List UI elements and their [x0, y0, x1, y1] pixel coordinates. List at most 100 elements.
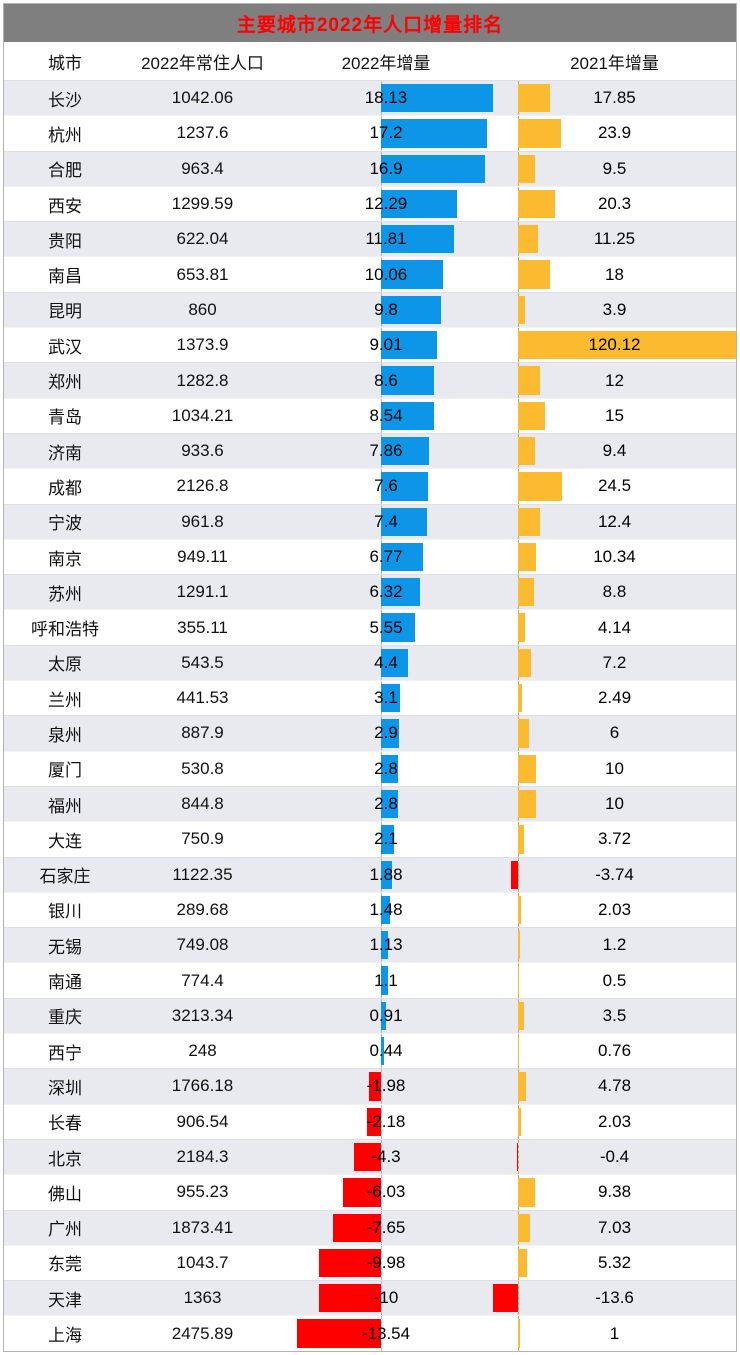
inc2021-bar [517, 1037, 520, 1066]
table-row: 合肥 963.4 16.9 9.5 [4, 150, 736, 186]
inc2022-bar-area [297, 716, 493, 751]
inc2021-value: 6 [609, 723, 620, 743]
inc2021-cell: 8.8 [493, 575, 736, 610]
population-cell: 530.8 [181, 758, 224, 778]
population-cell: 1363 [183, 1288, 222, 1308]
city-cell: 西宁 [48, 1043, 82, 1063]
inc2021-axis-line [517, 1139, 519, 1175]
inc2022-axis-line [380, 1281, 382, 1316]
inc2022-cell: -10 [279, 1281, 493, 1316]
table-row: 大连 750.9 2.1 3.72 [4, 821, 736, 857]
inc2021-cell: 7.03 [493, 1210, 736, 1245]
col-header-population-2022: 2022年常住人口 [141, 53, 264, 73]
inc2021-bar [517, 260, 551, 289]
inc2022-value: 2.8 [374, 758, 398, 778]
inc2022-bar [380, 895, 390, 925]
inc2021-cell: 17.85 [493, 81, 736, 116]
city-cell: 大连 [48, 831, 82, 851]
inc2021-axis-line [517, 857, 519, 892]
population-cell: 961.8 [181, 511, 224, 531]
inc2021-cell: 120.12 [493, 328, 736, 363]
inc2022-bar-area [297, 1104, 493, 1139]
inc2021-cell: 15 [493, 398, 736, 433]
table-row: 长春 906.54 -2.18 2.03 [4, 1103, 736, 1139]
inc2021-value: 9.38 [597, 1182, 632, 1202]
inc2021-value: 17.85 [593, 88, 636, 108]
inc2022-bar-area [297, 892, 493, 928]
city-cell: 杭州 [48, 125, 82, 145]
inc2022-bar-area [297, 504, 493, 539]
inc2021-bar-area [493, 822, 736, 857]
inc2022-bar-area [297, 998, 493, 1034]
inc2022-cell: 2.8 [279, 786, 493, 822]
inc2022-bar [380, 648, 408, 678]
inc2021-bar-area [493, 1210, 736, 1245]
city-cell: 西安 [48, 196, 82, 216]
inc2022-cell: 6.32 [279, 575, 493, 610]
inc2022-cell: 1.1 [279, 963, 493, 998]
inc2021-value: 5.32 [597, 1252, 632, 1272]
inc2022-bar [380, 366, 434, 395]
inc2022-bar [343, 1178, 381, 1207]
inc2022-cell: 2.8 [279, 751, 493, 786]
city-cell: 无锡 [48, 937, 82, 957]
inc2022-cell: -1.98 [279, 1069, 493, 1104]
inc2022-value: 12.29 [364, 194, 408, 214]
table-row: 西安 1299.59 12.29 20.3 [4, 185, 736, 222]
inc2022-cell: 4.4 [279, 645, 493, 681]
inc2021-bar [517, 931, 520, 960]
city-cell: 福州 [48, 796, 82, 816]
inc2021-bar-area [493, 433, 736, 469]
inc2021-cell: 0.5 [493, 963, 736, 998]
city-cell: 济南 [48, 443, 82, 463]
inc2021-bar-area [493, 1069, 736, 1104]
inc2022-bar-area [297, 928, 493, 963]
population-cell: 1122.35 [172, 864, 233, 884]
population-cell: 1043.7 [176, 1252, 229, 1272]
inc2021-value: 20.3 [597, 194, 632, 214]
inc2022-value: 1.88 [369, 864, 403, 884]
table-row: 苏州 1291.1 6.32 8.8 [4, 574, 736, 610]
inc2021-bar [517, 1178, 535, 1207]
inc2022-cell: 7.6 [279, 469, 493, 504]
inc2022-cell: 0.44 [279, 1034, 493, 1069]
inc2022-cell: 18.13 [279, 81, 493, 116]
inc2021-cell: 12 [493, 363, 736, 398]
table-title: 主要城市2022年人口增量排名 [4, 4, 736, 42]
inc2021-value: 1 [609, 1323, 620, 1343]
inc2021-cell: -3.74 [493, 857, 736, 892]
population-cell: 887.9 [181, 723, 224, 743]
table-row: 青岛 1034.21 8.54 15 [4, 397, 736, 433]
inc2021-bar [517, 1319, 520, 1348]
inc2022-bar-area [297, 257, 493, 292]
inc2021-cell: 10.34 [493, 539, 736, 575]
inc2022-value: 6.32 [369, 582, 403, 602]
inc2021-bar-area [493, 363, 736, 398]
inc2021-value: 8.8 [602, 582, 627, 602]
inc2021-bar-area [493, 1139, 736, 1175]
inc2022-value: 9.01 [369, 335, 403, 355]
inc2021-bar [517, 684, 523, 713]
inc2022-bar [380, 225, 454, 254]
inc2022-bar-area [297, 1175, 493, 1210]
inc2022-value: 2.8 [374, 794, 398, 814]
inc2021-bar [517, 578, 534, 607]
table-row: 杭州 1237.6 17.2 23.9 [4, 115, 736, 151]
table-row: 无锡 749.08 1.13 1.2 [4, 927, 736, 963]
inc2022-bar-area [297, 222, 493, 257]
population-cell: 3213.34 [171, 1005, 234, 1025]
inc2022-value: 16.9 [369, 158, 403, 178]
inc2022-bar-area [297, 363, 493, 398]
city-cell: 青岛 [48, 408, 82, 428]
inc2021-bar [517, 154, 535, 183]
city-cell: 深圳 [48, 1078, 82, 1098]
inc2022-cell: -13.54 [279, 1316, 493, 1351]
population-cell: 933.6 [181, 441, 224, 461]
inc2021-bar-area [493, 575, 736, 610]
inc2022-cell: 8.6 [279, 363, 493, 398]
population-cell: 749.08 [176, 935, 229, 955]
inc2022-value: -2.18 [366, 1111, 406, 1131]
table-row: 南京 949.11 6.77 10.34 [4, 538, 736, 575]
inc2021-value: 4.14 [597, 617, 632, 637]
inc2021-bar-area [493, 963, 736, 998]
